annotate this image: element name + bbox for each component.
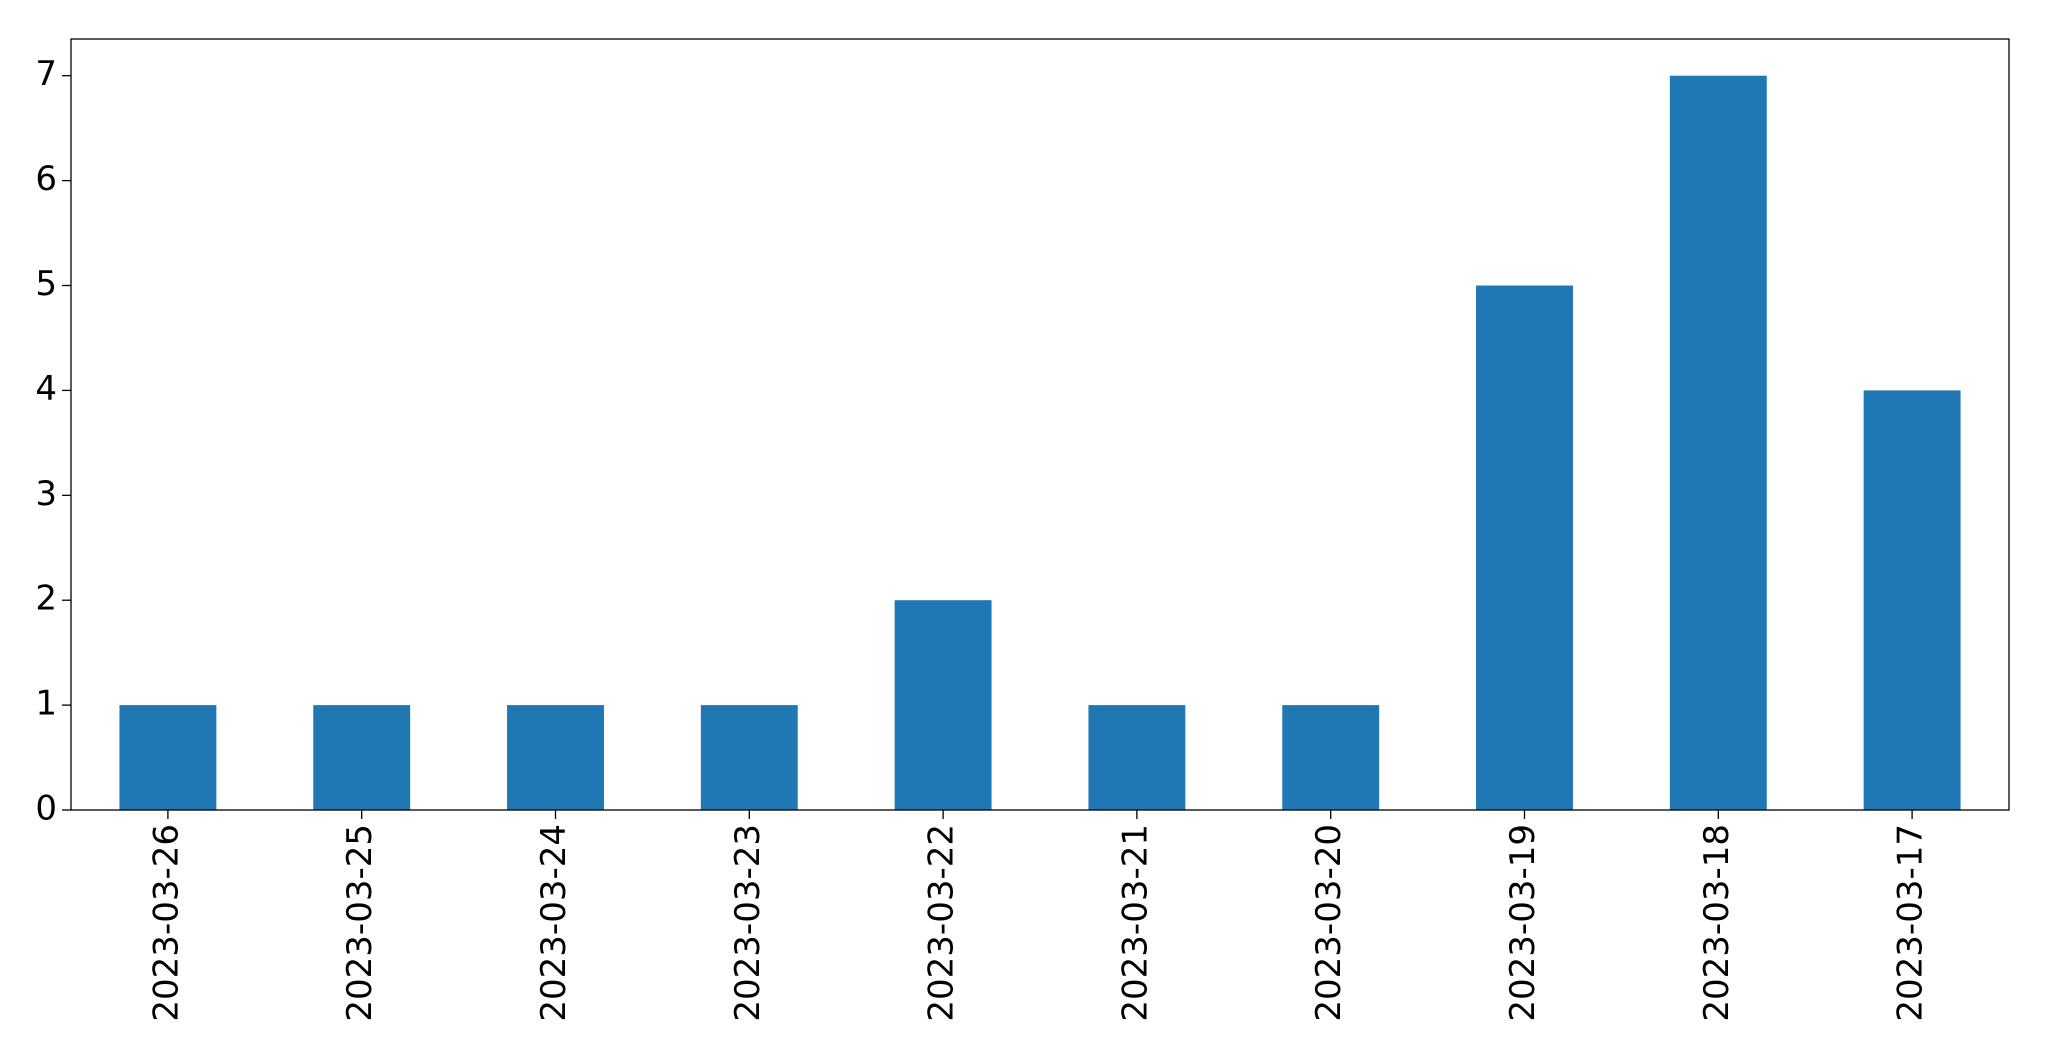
- bar: [313, 705, 411, 810]
- x-tick-label: 2023-03-21: [1115, 824, 1155, 1022]
- y-tick-label: 3: [35, 474, 57, 514]
- y-tick-label: 1: [35, 684, 57, 724]
- x-tick-label: 2023-03-26: [146, 824, 186, 1022]
- bar: [1476, 285, 1573, 810]
- y-tick-label: 0: [35, 789, 57, 829]
- y-tick-label: 2: [35, 579, 57, 619]
- bar: [1088, 705, 1186, 810]
- x-tick-label: 2023-03-17: [1891, 824, 1931, 1022]
- bar: [119, 705, 217, 810]
- y-tick-label: 4: [35, 369, 57, 409]
- y-tick-label: 5: [35, 264, 57, 304]
- x-tick-label: 2023-03-18: [1697, 824, 1737, 1022]
- x-tick-label: 2023-03-24: [534, 824, 574, 1022]
- bar: [1282, 705, 1380, 810]
- bar: [1669, 75, 1767, 810]
- bar: [1863, 390, 1961, 810]
- x-tick-label: 2023-03-19: [1503, 824, 1543, 1022]
- x-tick-label: 2023-03-23: [728, 824, 768, 1022]
- bar: [507, 705, 604, 810]
- bar: [700, 705, 798, 810]
- bar: [894, 600, 992, 810]
- x-tick-label: 2023-03-25: [340, 824, 380, 1022]
- plot-frame: [70, 38, 2010, 811]
- x-tick-label: 2023-03-22: [922, 824, 962, 1022]
- y-tick-label: 7: [35, 54, 57, 94]
- y-tick-label: 6: [35, 159, 57, 199]
- x-tick-label: 2023-03-20: [1309, 824, 1349, 1022]
